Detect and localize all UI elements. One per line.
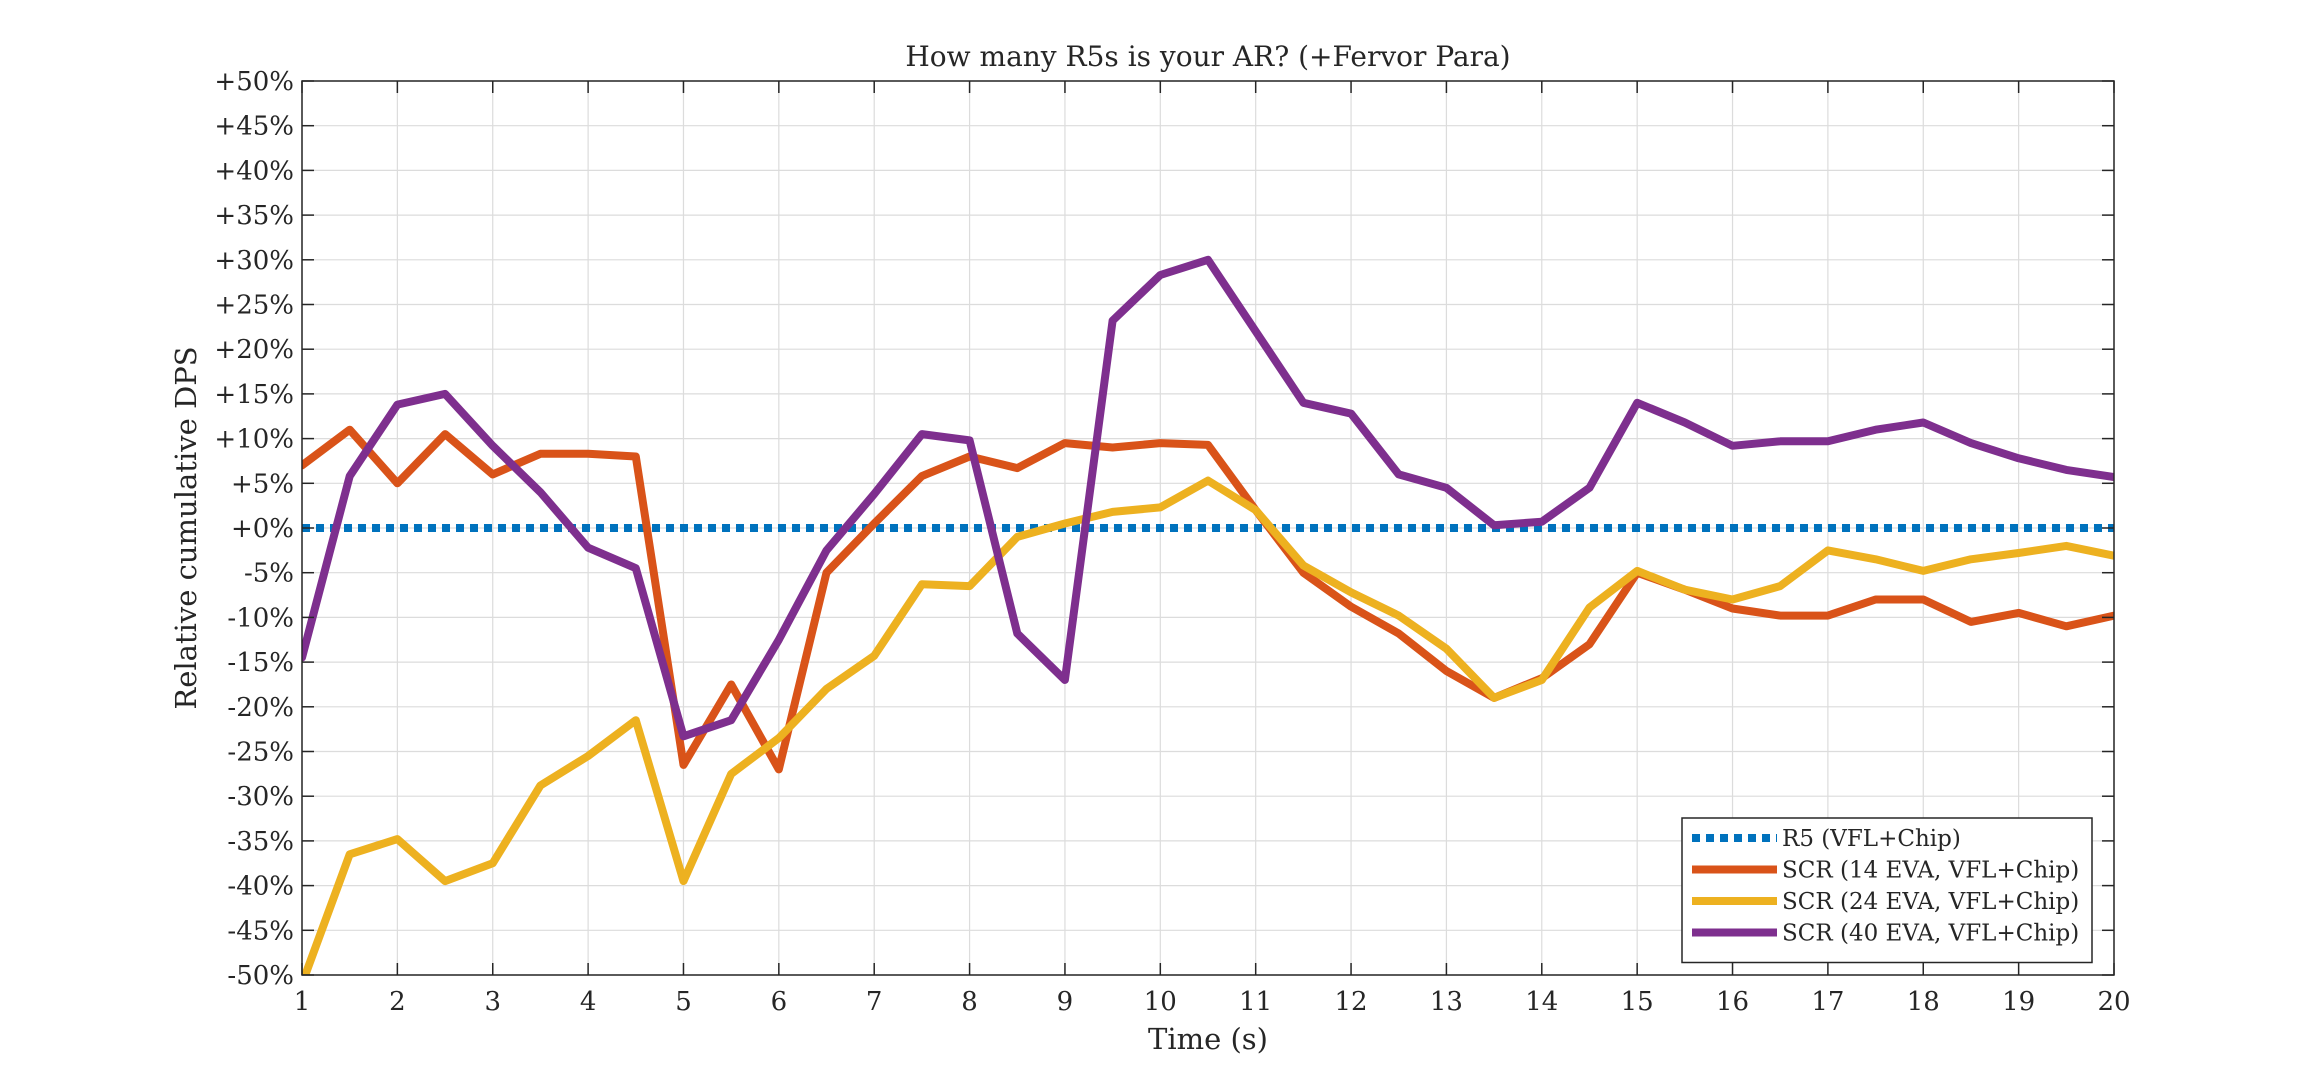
y-tick-label: -40%	[227, 872, 294, 902]
x-tick-label: 6	[771, 987, 788, 1017]
x-tick-label: 7	[866, 987, 883, 1017]
series-line-2	[302, 425, 2114, 774]
y-tick-label: -10%	[227, 603, 294, 633]
x-tick-label: 13	[1430, 987, 1463, 1017]
y-tick-label: +20%	[214, 335, 294, 365]
x-tick-label: 4	[580, 987, 597, 1017]
y-tick-label: +0%	[231, 514, 294, 544]
y-tick-label: -25%	[227, 738, 294, 768]
x-tick-label: 14	[1525, 987, 1558, 1017]
x-tick-label: 17	[1811, 987, 1844, 1017]
x-tick-label: 1	[294, 987, 311, 1017]
x-tick-label: 18	[1907, 987, 1940, 1017]
y-tick-label: -30%	[227, 782, 294, 812]
x-tick-label: 16	[1716, 987, 1749, 1017]
y-tick-label: +35%	[214, 201, 294, 231]
legend-box	[1681, 817, 2093, 964]
legend-label: SCR (40 EVA, VFL+Chip)	[1782, 921, 2079, 947]
y-tick-label: -15%	[227, 648, 294, 678]
series-lines	[302, 255, 2114, 975]
x-tick-label: 19	[2002, 987, 2035, 1017]
series-line-3	[302, 476, 2114, 975]
y-tick-label: -5%	[244, 559, 294, 589]
y-tick-label: +30%	[214, 246, 294, 276]
y-tick-label: -45%	[227, 916, 294, 946]
x-tick-label: 5	[675, 987, 692, 1017]
y-tick-label: -20%	[227, 693, 294, 723]
chart-title: How many R5s is your AR? (+Fervor Para)	[905, 40, 1510, 73]
y-tick-label: +15%	[214, 380, 294, 410]
x-tick-label: 9	[1057, 987, 1074, 1017]
y-tick-label: +10%	[214, 425, 294, 455]
y-axis-label: Relative cumulative DPS	[169, 346, 203, 709]
x-tick-label: 15	[1621, 987, 1654, 1017]
x-tick-label: 8	[961, 987, 978, 1017]
legend-label: SCR (14 EVA, VFL+Chip)	[1782, 858, 2079, 884]
y-tick-label: +5%	[231, 469, 294, 499]
y-tick-label: -50%	[227, 961, 294, 991]
y-tick-label: +45%	[214, 112, 294, 142]
y-tick-label: +50%	[214, 67, 294, 97]
axis-ticks: 1 2 3 4 5 6 7 8 9 10 11 12 13 14 15 16 17 18 19 20-50%-45%-…	[214, 67, 2130, 1017]
x-tick-label: 11	[1239, 987, 1272, 1017]
x-axis-label: Time (s)	[1148, 1022, 1268, 1056]
y-tick-label: +40%	[214, 156, 294, 186]
legend: R5 (VFL+Chip) SCR (14 EVA, VFL+Chip) SCR (…	[1681, 817, 2093, 964]
x-tick-label: 2	[389, 987, 406, 1017]
x-tick-label: 3	[484, 987, 501, 1017]
y-tick-label: -35%	[227, 827, 294, 857]
x-tick-label: 12	[1335, 987, 1368, 1017]
y-tick-label: +25%	[214, 291, 294, 321]
legend-label: SCR (24 EVA, VFL+Chip)	[1782, 889, 2079, 915]
x-tick-label: 20	[2097, 987, 2130, 1017]
x-tick-label: 10	[1144, 987, 1177, 1017]
series-line-4	[302, 255, 2114, 741]
legend-label: R5 (VFL+Chip)	[1782, 826, 1961, 852]
